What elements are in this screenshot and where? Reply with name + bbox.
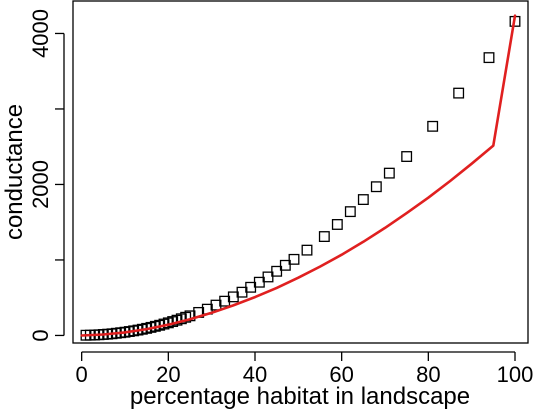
data-point: [210, 299, 222, 311]
y-tick-label: 2000: [28, 160, 53, 209]
x-tick-label: 0: [76, 362, 88, 387]
x-tick-label: 20: [156, 362, 180, 387]
data-point: [318, 231, 330, 242]
data-point: [279, 259, 291, 271]
plot-frame: [72, 0, 529, 344]
fit-line: [80, 14, 517, 337]
y-axis-label: conductance: [1, 104, 28, 240]
data-point: [427, 120, 439, 132]
y-tick-label: 0: [28, 329, 53, 341]
data-point: [301, 244, 313, 256]
x-axis-label: percentage habitat in landscape: [130, 383, 470, 410]
x-tick-label: 60: [329, 362, 353, 387]
x-axis: 0 20 40 60 80 100: [76, 351, 534, 387]
x-tick-label: 80: [416, 362, 440, 387]
series-layer: [80, 14, 521, 341]
data-point: [288, 253, 300, 265]
y-axis: 0 2000 4000: [28, 9, 65, 342]
data-point: [483, 52, 495, 64]
data-point: [383, 167, 395, 179]
data-point: [401, 151, 413, 162]
data-point: [271, 265, 283, 277]
data-point: [370, 181, 382, 193]
data-point: [262, 271, 274, 283]
data-point: [357, 194, 369, 206]
data-point: [331, 219, 343, 230]
y-tick-label: 4000: [28, 9, 53, 58]
data-point: [344, 206, 356, 218]
data-point: [453, 87, 465, 99]
x-tick-label: 100: [497, 362, 534, 387]
x-tick-label: 40: [243, 362, 267, 387]
